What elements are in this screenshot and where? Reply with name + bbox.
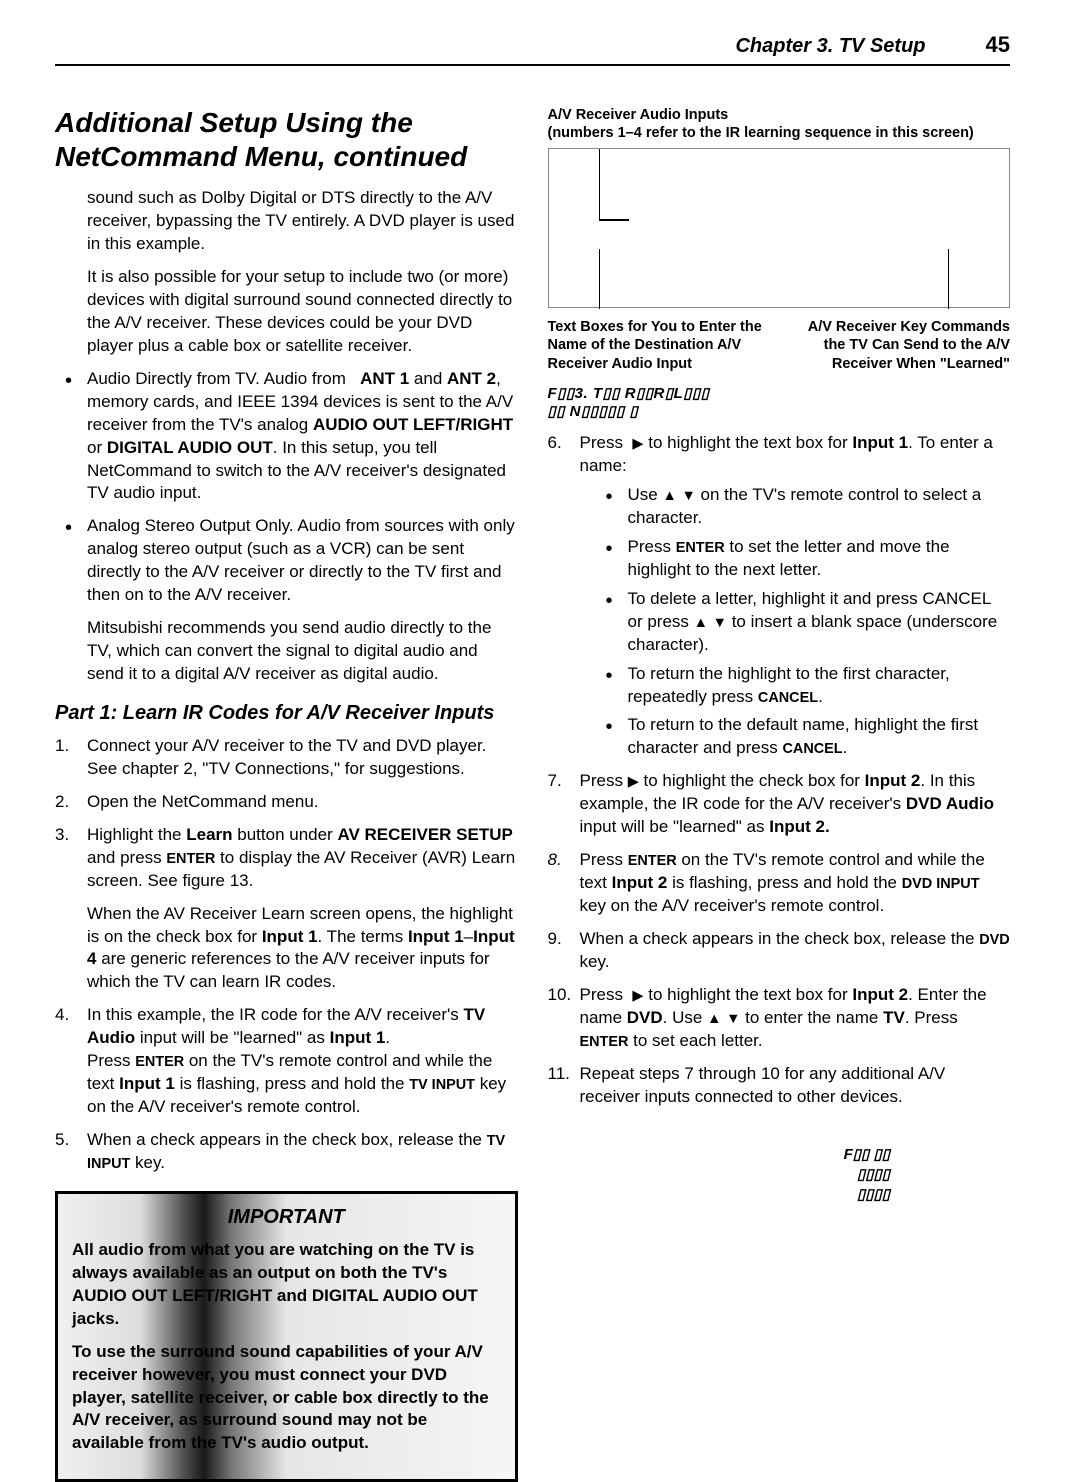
important-title: IMPORTANT	[72, 1204, 501, 1231]
step-6d: To return the highlight to the first cha…	[628, 663, 1011, 709]
step-3-cont: When the AV Receiver Learn screen opens,…	[87, 903, 518, 995]
step-9: When a check appears in the check box, r…	[580, 928, 1011, 974]
page-number: 45	[986, 30, 1010, 60]
page-header: Chapter 3. TV Setup 45	[55, 30, 1010, 66]
intro-para-1: sound such as Dolby Digital or DTS direc…	[55, 187, 518, 256]
part-title: Part 1: Learn IR Codes for A/V Receiver …	[55, 700, 518, 727]
step-6b: Press ENTER to set the letter and move t…	[628, 536, 1011, 582]
step-10: Press to highlight the text box for Inpu…	[580, 984, 1011, 1053]
bullet-analog-stereo: Analog Stereo Output Only. Audio from so…	[87, 515, 518, 686]
content-columns: Additional Setup Using the NetCommand Me…	[55, 106, 1010, 1482]
bullet-audio-direct: Audio Directly from TV. Audio from ANT 1…	[87, 368, 518, 506]
step-8: Press ENTER on the TV's remote control a…	[580, 849, 1011, 918]
step-6-sub: Use on the TV's remote control to select…	[580, 484, 1011, 760]
step-2: Open the NetCommand menu.	[87, 791, 518, 814]
step-5: When a check appears in the check box, r…	[87, 1129, 518, 1175]
step-6e: To return to the default name, highlight…	[628, 714, 1011, 760]
step-6a: Use on the TV's remote control to select…	[628, 484, 1011, 530]
audio-bullets: Audio Directly from TV. Audio from ANT 1…	[55, 368, 518, 686]
intro-para-2: It is also possible for your setup to in…	[55, 266, 518, 358]
figure-bottom-labels: Text Boxes for You to Enter the Name of …	[548, 318, 1011, 372]
step-7: Press to highlight the check box for Inp…	[580, 770, 1011, 839]
important-para-1: All audio from what you are watching on …	[72, 1239, 501, 1331]
chapter-title: Chapter 3. TV Setup	[735, 33, 925, 60]
bullet-analog-stereo-cont: Mitsubishi recommends you send audio dir…	[87, 617, 518, 686]
right-column: A/V Receiver Audio Inputs(numbers 1–4 re…	[548, 106, 1011, 1482]
figure-screenshot-placeholder	[548, 148, 1011, 308]
step-3: Highlight the Learn button under AV RECE…	[87, 824, 518, 995]
steps-left: Connect your A/V receiver to the TV and …	[55, 735, 518, 1175]
steps-right: Press to highlight the text box for Inpu…	[548, 432, 1011, 1108]
figure-label-right: A/V Receiver Key Commands the TV Can Sen…	[788, 318, 1010, 372]
figure-caption: F▯▯3. T▯▯ R▯▯R▯L▯▯▯▯▯ N▯▯▯▯▯ ▯	[548, 385, 1011, 423]
important-para-2: To use the surround sound capabilities o…	[72, 1341, 501, 1456]
section-title: Additional Setup Using the NetCommand Me…	[55, 106, 518, 173]
figure-top-label: A/V Receiver Audio Inputs(numbers 1–4 re…	[548, 106, 1011, 142]
figure-label-left: Text Boxes for You to Enter the Name of …	[548, 318, 770, 372]
step-11: Repeat steps 7 through 10 for any additi…	[580, 1063, 1011, 1109]
important-box: IMPORTANT All audio from what you are wa…	[55, 1191, 518, 1482]
left-column: Additional Setup Using the NetCommand Me…	[55, 106, 518, 1482]
step-6c: To delete a letter, highlight it and pre…	[628, 588, 1011, 657]
step-4: In this example, the IR code for the A/V…	[87, 1004, 518, 1119]
step-1: Connect your A/V receiver to the TV and …	[87, 735, 518, 781]
step-6: Press to highlight the text box for Inpu…	[580, 432, 1011, 760]
right-garbled-text: F▯▯ ▯▯ ▯▯▯▯ ▯▯▯▯	[548, 1145, 1011, 1206]
